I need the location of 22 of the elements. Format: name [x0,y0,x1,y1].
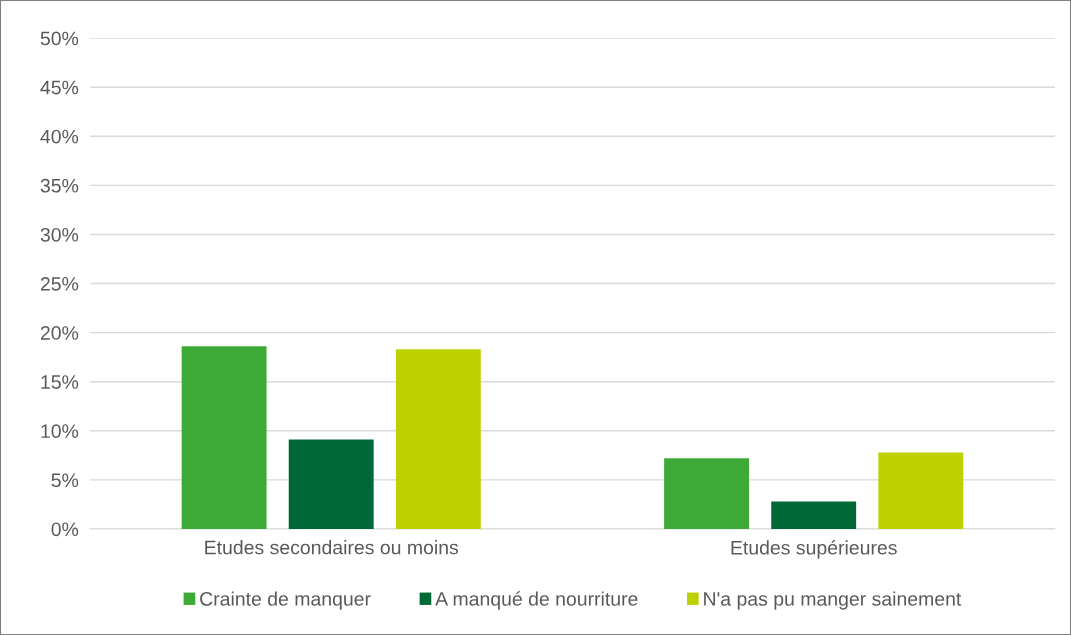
bar [395,349,481,529]
y-tick-label: 5% [51,473,79,488]
x-tick-label: Etudes supérieures [731,540,897,559]
bar [771,501,857,529]
y-tick-label: 10% [41,424,79,439]
bar [878,452,964,529]
legend-label: Crainte de manquer [200,591,371,610]
y-tick-label: 50% [40,31,79,46]
legend-label: N'a pas pu manger sainement [704,591,962,610]
y-tick-label: 30% [40,227,79,242]
bar [288,439,374,529]
bar [181,346,267,529]
y-tick-label: 45% [40,80,79,95]
y-tick-label: 25% [40,277,79,291]
y-tick-label: 40% [40,129,79,144]
y-tick-label: 20% [40,326,79,340]
y-tick-label: 35% [40,178,79,193]
y-tick-label: 15% [41,375,79,389]
y-tick-label: 0% [51,522,79,537]
bar [664,458,750,529]
x-tick-label: Etudes secondaires ou moins [205,540,459,555]
legend-label: A manqué de nourriture [435,591,638,610]
